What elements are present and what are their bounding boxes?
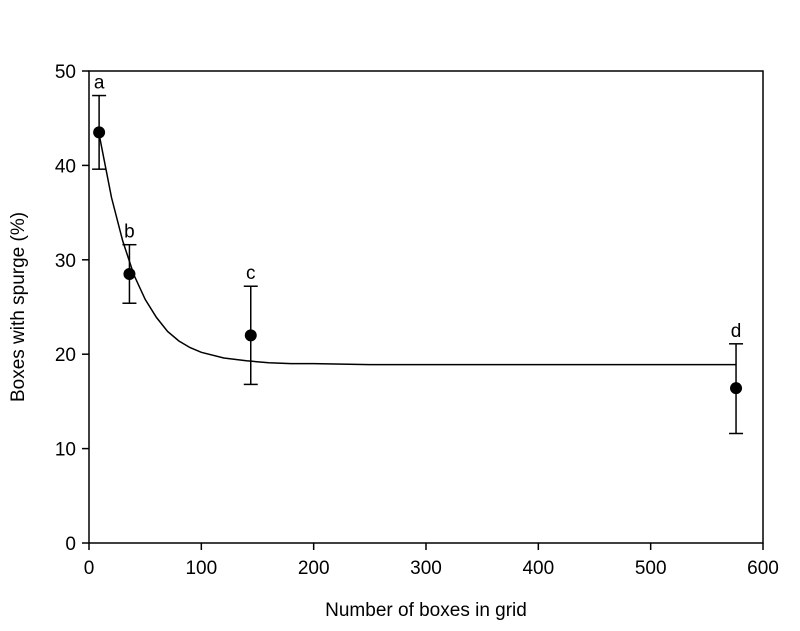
error-bars-layer bbox=[92, 94, 744, 435]
x-tick-label: 0 bbox=[84, 558, 95, 579]
y-axis-label: Boxes with spurge (%) bbox=[8, 212, 29, 402]
significance-letter: a bbox=[94, 73, 105, 94]
data-point bbox=[123, 267, 136, 280]
y-tick-label: 40 bbox=[55, 156, 76, 177]
y-tick-label: 30 bbox=[55, 251, 76, 272]
x-axis-label: Number of boxes in grid bbox=[325, 600, 527, 621]
fit-curve-line bbox=[98, 134, 736, 366]
x-tick-label: 300 bbox=[410, 558, 442, 579]
y-tick-label: 50 bbox=[55, 62, 76, 83]
y-axis-ticks: 0 10 20 30 40 50 bbox=[55, 62, 89, 555]
fit-curve-layer bbox=[98, 134, 736, 366]
data-point bbox=[93, 126, 106, 139]
x-axis-ticks: 0 100 200 300 400 500 600 bbox=[84, 543, 779, 579]
point-labels-layer: a b c d bbox=[94, 73, 742, 342]
y-tick-label: 20 bbox=[55, 345, 76, 366]
x-tick-label: 400 bbox=[522, 558, 554, 579]
significance-letter: c bbox=[246, 263, 256, 284]
data-points-layer bbox=[93, 126, 743, 395]
x-tick-label: 500 bbox=[635, 558, 667, 579]
y-tick-label: 10 bbox=[55, 440, 76, 461]
significance-letter: b bbox=[124, 222, 135, 243]
plot-frame bbox=[88, 70, 764, 544]
data-point bbox=[730, 382, 743, 395]
significance-letter: d bbox=[731, 321, 742, 342]
x-tick-label: 600 bbox=[747, 558, 779, 579]
x-tick-label: 100 bbox=[185, 558, 217, 579]
x-tick-label: 200 bbox=[298, 558, 330, 579]
y-tick-label: 0 bbox=[65, 534, 76, 555]
data-point bbox=[244, 329, 257, 342]
